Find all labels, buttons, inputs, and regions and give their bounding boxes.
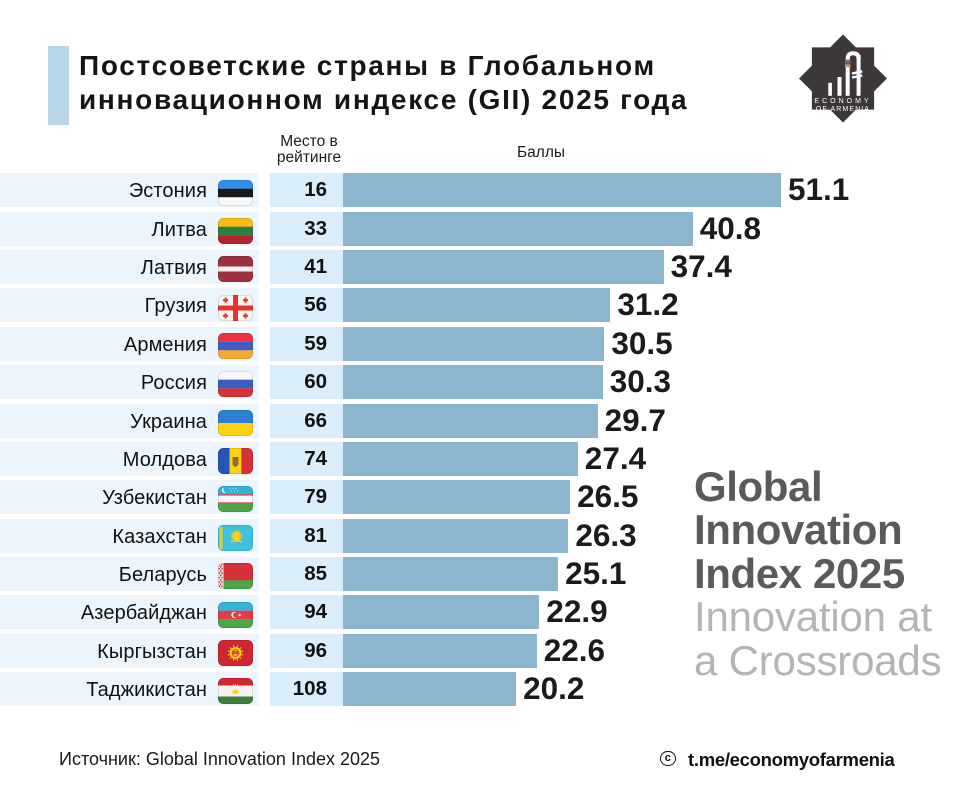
svg-text:OF ARMENIA: OF ARMENIA — [816, 106, 870, 113]
svg-text:ECONOMY: ECONOMY — [814, 98, 871, 105]
